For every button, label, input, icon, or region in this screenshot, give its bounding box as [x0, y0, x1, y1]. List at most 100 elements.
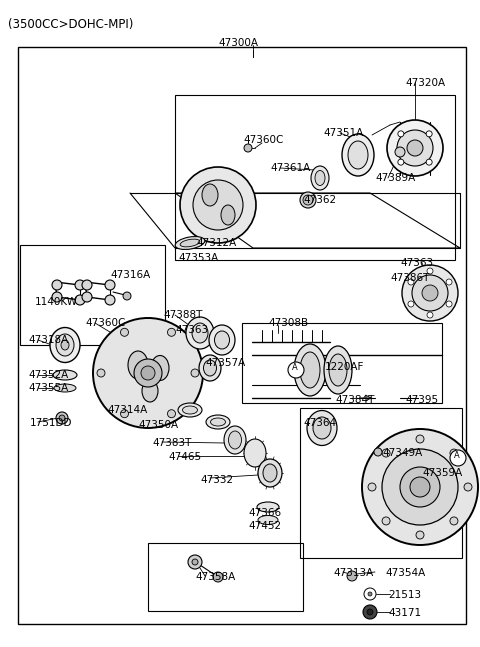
Ellipse shape: [329, 354, 347, 386]
Ellipse shape: [311, 166, 329, 190]
Text: 47452: 47452: [248, 521, 281, 531]
Text: 47465: 47465: [168, 452, 201, 462]
Ellipse shape: [151, 355, 169, 380]
Ellipse shape: [54, 384, 76, 392]
Ellipse shape: [50, 327, 80, 362]
Text: 47386T: 47386T: [390, 273, 430, 283]
Ellipse shape: [202, 184, 218, 206]
Circle shape: [105, 280, 115, 290]
Text: 47383T: 47383T: [152, 438, 192, 448]
Circle shape: [82, 280, 92, 290]
Ellipse shape: [307, 410, 337, 446]
Text: 47300A: 47300A: [218, 38, 258, 48]
Ellipse shape: [209, 325, 235, 355]
Text: 47388T: 47388T: [163, 310, 203, 320]
Circle shape: [59, 415, 65, 421]
Text: 47353A: 47353A: [178, 253, 218, 263]
Text: 47358A: 47358A: [195, 572, 235, 582]
Ellipse shape: [228, 431, 241, 449]
Ellipse shape: [199, 355, 221, 381]
Circle shape: [398, 131, 404, 137]
Ellipse shape: [221, 205, 235, 225]
Circle shape: [416, 435, 424, 443]
Circle shape: [450, 450, 466, 466]
Circle shape: [397, 130, 433, 166]
Circle shape: [382, 449, 390, 457]
Ellipse shape: [180, 239, 200, 247]
Text: A: A: [454, 451, 460, 460]
Circle shape: [134, 359, 162, 387]
Circle shape: [446, 279, 452, 285]
Circle shape: [408, 279, 414, 285]
Circle shape: [192, 559, 198, 565]
Ellipse shape: [224, 426, 246, 454]
Text: 47355A: 47355A: [28, 383, 68, 393]
Circle shape: [450, 517, 458, 525]
Text: 21513: 21513: [388, 590, 421, 600]
Circle shape: [402, 265, 458, 321]
Ellipse shape: [244, 439, 266, 467]
Text: 47395: 47395: [405, 395, 438, 405]
Ellipse shape: [324, 346, 352, 394]
Circle shape: [347, 571, 357, 581]
Circle shape: [446, 301, 452, 307]
Text: 47352A: 47352A: [28, 370, 68, 380]
Text: 1751DD: 1751DD: [30, 418, 72, 428]
Circle shape: [382, 449, 458, 525]
Circle shape: [426, 131, 432, 137]
Circle shape: [123, 292, 131, 300]
Circle shape: [168, 410, 176, 418]
Text: 47357A: 47357A: [205, 358, 245, 368]
Ellipse shape: [128, 351, 148, 379]
Circle shape: [168, 328, 176, 336]
Ellipse shape: [175, 237, 205, 250]
Circle shape: [464, 483, 472, 491]
Bar: [300, 408, 462, 558]
Text: 47351A: 47351A: [323, 128, 363, 138]
Circle shape: [56, 412, 68, 424]
Circle shape: [368, 592, 372, 596]
Ellipse shape: [258, 516, 278, 525]
Circle shape: [188, 555, 202, 569]
Circle shape: [395, 147, 405, 157]
Circle shape: [427, 268, 433, 274]
Text: 47359A: 47359A: [422, 468, 462, 478]
Circle shape: [97, 369, 105, 377]
Ellipse shape: [182, 406, 197, 414]
Circle shape: [75, 280, 85, 290]
Ellipse shape: [257, 502, 279, 512]
Circle shape: [52, 280, 62, 290]
Ellipse shape: [206, 415, 230, 429]
Circle shape: [244, 144, 252, 152]
Circle shape: [410, 477, 430, 497]
Circle shape: [416, 531, 424, 539]
Text: 47366: 47366: [248, 508, 281, 518]
Text: 1220AF: 1220AF: [325, 362, 364, 372]
Circle shape: [363, 605, 377, 619]
Text: 43171: 43171: [388, 608, 421, 618]
Circle shape: [422, 285, 438, 301]
Circle shape: [427, 312, 433, 318]
Ellipse shape: [186, 317, 214, 349]
Circle shape: [398, 159, 404, 165]
Circle shape: [193, 180, 243, 230]
Ellipse shape: [294, 344, 326, 396]
Text: A: A: [292, 363, 298, 372]
Ellipse shape: [142, 380, 158, 402]
Circle shape: [213, 572, 223, 582]
Text: 47314A: 47314A: [107, 405, 147, 415]
Text: 1140KW: 1140KW: [35, 297, 78, 307]
Ellipse shape: [315, 171, 325, 186]
Text: 47389A: 47389A: [375, 173, 415, 183]
Ellipse shape: [258, 459, 282, 487]
Bar: [175, 95, 455, 260]
Ellipse shape: [53, 370, 77, 380]
Circle shape: [387, 120, 443, 176]
Ellipse shape: [300, 352, 320, 388]
Ellipse shape: [178, 403, 202, 417]
Circle shape: [120, 410, 129, 418]
Text: 47361A: 47361A: [270, 163, 310, 173]
Circle shape: [368, 483, 376, 491]
Text: 47360C: 47360C: [243, 135, 283, 145]
Ellipse shape: [56, 334, 74, 356]
